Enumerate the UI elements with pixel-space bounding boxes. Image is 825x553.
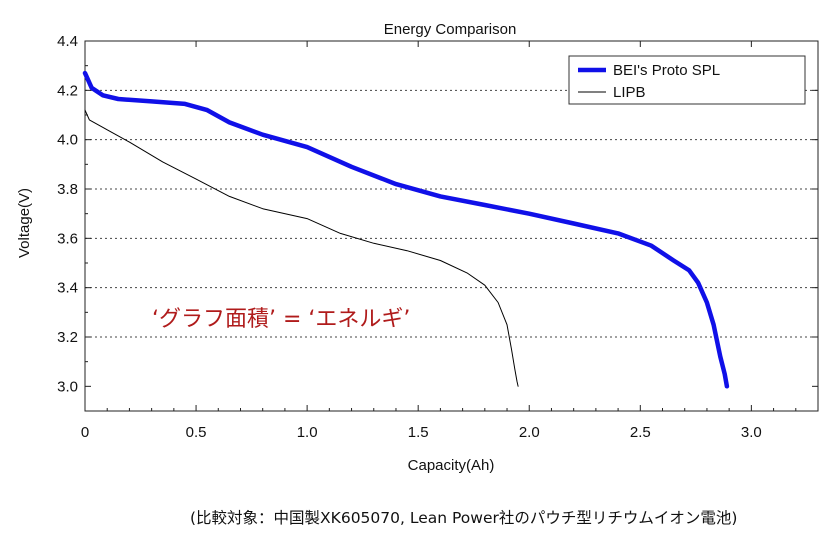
y-tick-label: 3.0 xyxy=(57,378,78,395)
y-axis-ticks: 3.0 3.2 3.4 3.6 3.8 4.0 4.2 4.4 xyxy=(57,33,818,395)
legend-label-lipb: LIPB xyxy=(613,84,646,101)
series-line-bei-s-proto-spl xyxy=(82,70,730,389)
y-axis-label: Voltage(V) xyxy=(16,188,33,258)
y-tick-label: 3.8 xyxy=(57,181,78,198)
x-axis-ticks: 0 0.5 1.0 1.5 2.0 2.5 3.0 xyxy=(81,41,797,441)
x-tick-label: 2.5 xyxy=(630,424,651,441)
legend-box xyxy=(568,55,806,105)
plot-frame xyxy=(84,40,819,412)
x-tick-label: 3.0 xyxy=(741,424,762,441)
y-tick-label: 4.0 xyxy=(57,132,78,149)
comparison-footnote: (比較対象：中国製XK605070, Lean Power社のパウチ型リチウムイ… xyxy=(190,509,738,527)
energy-comparison-chart: Energy Comparison 3.0 3.2 3.4 3.6 3.8 4.0 4.2 4… xyxy=(16,21,819,474)
x-tick-label: 1.0 xyxy=(297,424,318,441)
x-axis-label: Capacity(Ah) xyxy=(408,457,495,474)
legend: BEI's Proto SPL LIPB xyxy=(568,55,806,105)
x-tick-label: 0.5 xyxy=(186,424,207,441)
legend-label-bei-proto-spl: BEI's Proto SPL xyxy=(613,62,720,79)
area-energy-annotation: ‘グラフ面積’ = ‘エネルギ’ xyxy=(152,307,410,332)
series-line-lipb xyxy=(84,109,519,387)
y-tick-label: 3.2 xyxy=(57,329,78,346)
y-tick-label: 4.4 xyxy=(57,33,78,50)
x-tick-label: 2.0 xyxy=(519,424,540,441)
y-tick-label: 3.4 xyxy=(57,280,78,297)
series-lines xyxy=(82,70,730,389)
y-tick-label: 4.2 xyxy=(57,82,78,99)
x-tick-label: 1.5 xyxy=(408,424,429,441)
y-tick-label: 3.6 xyxy=(57,230,78,247)
chart-title: Energy Comparison xyxy=(384,21,517,38)
x-tick-label: 0 xyxy=(81,424,89,441)
